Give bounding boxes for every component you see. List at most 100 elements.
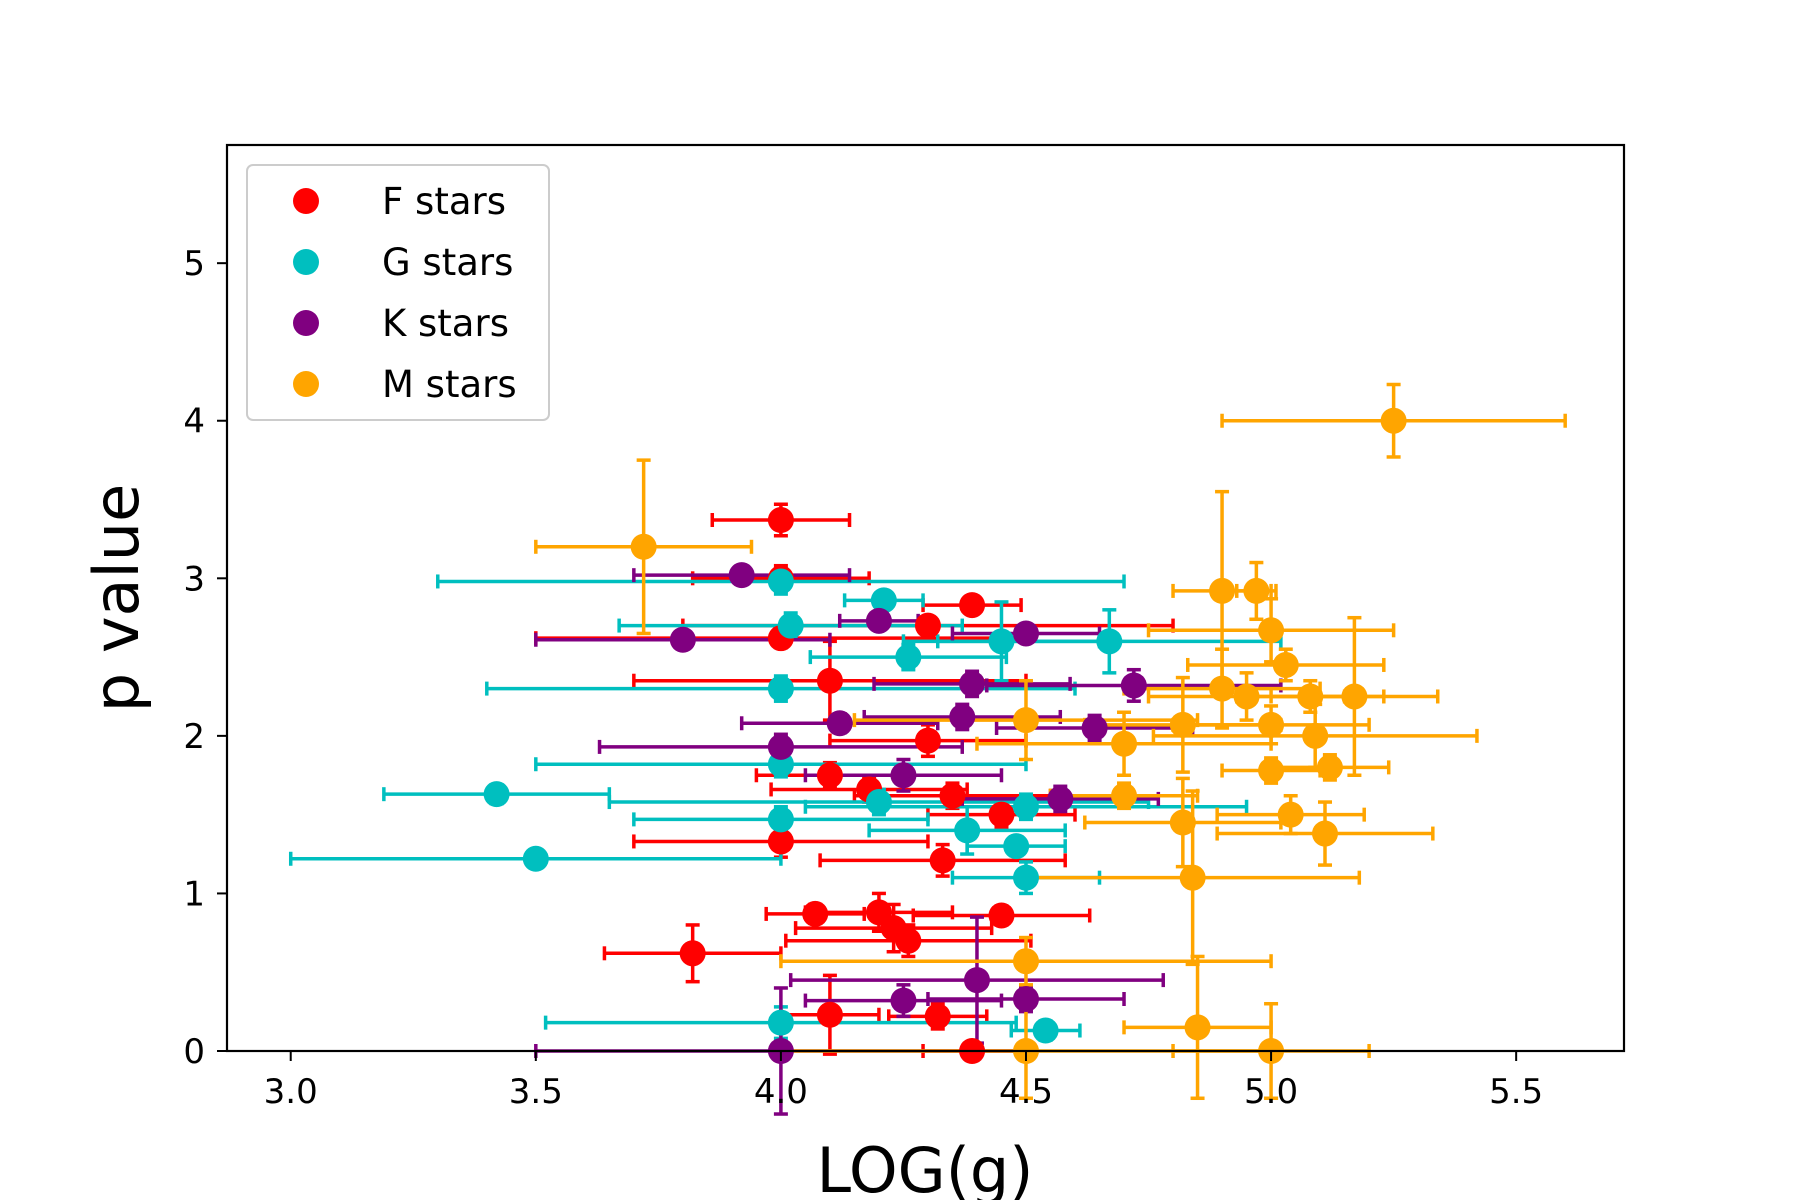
f-stars-point (802, 900, 829, 927)
f-stars-point (988, 902, 1015, 929)
k-stars-point (1120, 672, 1147, 699)
g-stars-point (988, 628, 1015, 655)
m-stars-point (1380, 407, 1407, 434)
m-stars-point (1012, 707, 1039, 734)
axis-ticks: 3.0 3.5 4.0 4.5 5.0 5.5 0 1 2 3 4 5 (183, 244, 1543, 1112)
g-stars-point (767, 675, 794, 702)
x-tick-label: 4.0 (754, 1072, 808, 1112)
k-stars-point (1081, 714, 1108, 741)
f-stars-point (816, 1001, 843, 1028)
m-stars-point (1258, 617, 1285, 644)
g-stars-point (895, 644, 922, 671)
f-stars-point (924, 1003, 951, 1030)
f-stars-point (988, 801, 1015, 828)
x-tick-label: 4.5 (999, 1072, 1053, 1112)
m-stars-point (1209, 675, 1236, 702)
m-stars-point (1209, 577, 1236, 604)
k-stars-point (669, 626, 696, 653)
f-stars-point (816, 762, 843, 789)
m-stars-point (1233, 683, 1260, 710)
k-stars-point (1047, 785, 1074, 812)
x-axis-label: LOG(g) (817, 1134, 1034, 1200)
m-stars-point (1272, 651, 1299, 678)
g-stars-point (483, 781, 510, 808)
k-stars-point (959, 670, 986, 697)
legend-box (246, 164, 550, 421)
m-stars-legend-label: M stars (382, 363, 517, 406)
k-stars-point (1012, 620, 1039, 647)
g-stars-point (954, 817, 981, 844)
g-stars-point (1012, 793, 1039, 820)
x-tick-label: 3.5 (509, 1072, 563, 1112)
k-stars-legend-marker (293, 310, 319, 336)
k-stars-point (890, 762, 917, 789)
x-tick-label: 5.0 (1244, 1072, 1298, 1112)
m-stars-point (1258, 757, 1285, 784)
g-stars-point (522, 845, 549, 872)
m-stars-point (1184, 1014, 1211, 1041)
f-stars-point (939, 782, 966, 809)
f-stars-point (767, 828, 794, 855)
g-stars-point (1032, 1017, 1059, 1044)
f-stars-point (679, 940, 706, 967)
y-tick-label: 3 (183, 559, 205, 599)
m-stars-point (1316, 754, 1343, 781)
legend-items: F stars G stars K stars M stars (293, 180, 517, 406)
g-stars-point (865, 789, 892, 816)
g-stars-point (870, 587, 897, 614)
y-tick-label: 1 (183, 874, 205, 914)
g-stars-point (1003, 833, 1030, 860)
f-stars-legend-marker (293, 188, 319, 214)
f-stars-legend-label: F stars (382, 180, 506, 223)
f-stars-point (914, 727, 941, 754)
x-tick-label: 3.0 (264, 1072, 318, 1112)
m-stars-point (1169, 711, 1196, 738)
k-stars-point (728, 562, 755, 589)
g-stars-legend-label: G stars (382, 241, 513, 284)
points-layer (483, 407, 1407, 1064)
k-stars-point (767, 733, 794, 760)
g-stars-legend-marker (293, 249, 319, 275)
y-tick-label: 0 (183, 1032, 205, 1072)
f-stars-point (895, 927, 922, 954)
plot-frame (225, 143, 1626, 1053)
m-stars-point (1169, 809, 1196, 836)
m-stars-point (1297, 683, 1324, 710)
f-stars-point (959, 592, 986, 619)
m-stars-point (1111, 730, 1138, 757)
x-tick-label: 5.5 (1489, 1072, 1543, 1112)
f-stars-point (816, 667, 843, 694)
m-stars-legend-marker (293, 371, 319, 397)
g-stars-point (767, 806, 794, 833)
k-stars-point (890, 987, 917, 1014)
f-stars-point (929, 847, 956, 874)
m-stars-point (1302, 722, 1329, 749)
m-stars-point (1111, 782, 1138, 809)
m-stars-point (630, 533, 657, 560)
m-stars-point (1243, 577, 1270, 604)
k-stars-point (949, 703, 976, 730)
g-stars-point (1012, 864, 1039, 891)
g-stars-point (767, 1009, 794, 1036)
f-stars-point (914, 612, 941, 639)
m-stars-point (1179, 864, 1206, 891)
legend: F stars G stars K stars M stars (246, 164, 550, 421)
m-stars-point (1311, 820, 1338, 847)
k-stars-legend-label: K stars (382, 302, 509, 345)
g-stars-point (767, 568, 794, 595)
m-stars-point (1012, 948, 1039, 975)
y-axis-label: p value (80, 484, 153, 712)
g-stars-point (777, 612, 804, 639)
g-stars-point (1096, 628, 1123, 655)
m-stars-point (1277, 801, 1304, 828)
y-tick-label: 4 (183, 402, 205, 442)
y-tick-label: 2 (183, 717, 205, 757)
f-stars-point (767, 507, 794, 534)
y-tick-label: 5 (183, 244, 205, 284)
k-stars-point (963, 967, 990, 994)
k-stars-point (826, 710, 853, 737)
k-stars-point (865, 607, 892, 634)
k-stars-point (1012, 986, 1039, 1013)
m-stars-point (1258, 711, 1285, 738)
